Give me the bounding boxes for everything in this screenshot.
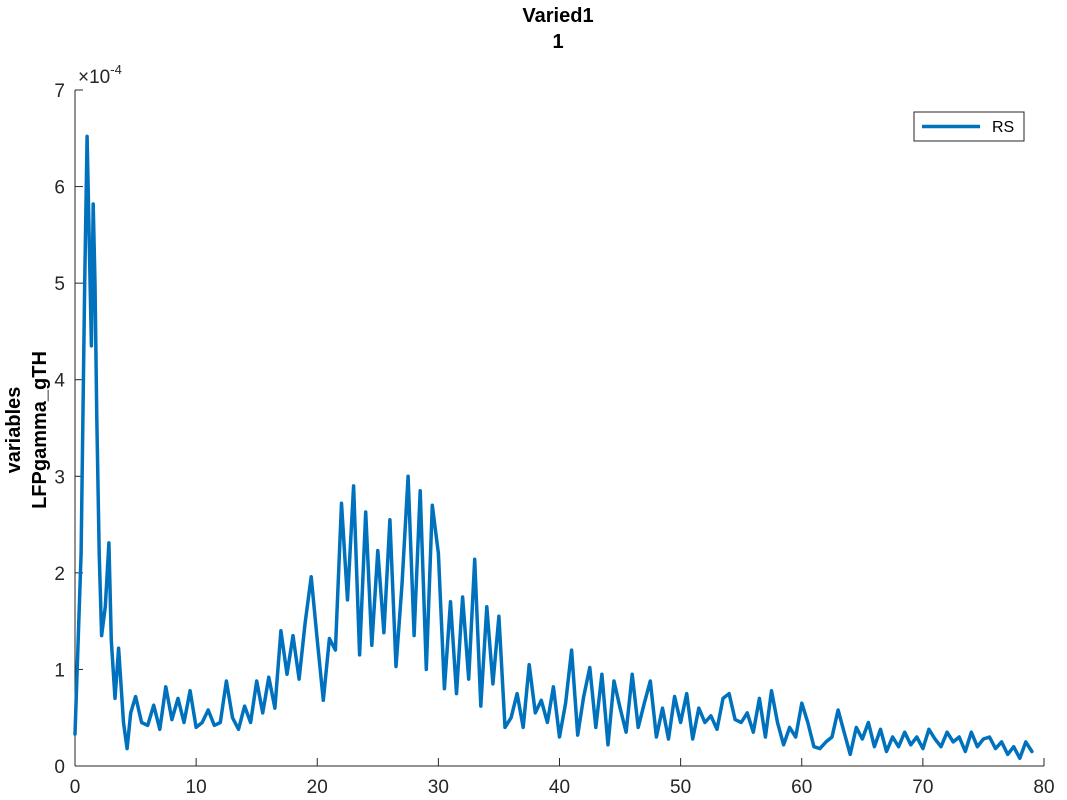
x-tick-label: 30 <box>428 777 449 798</box>
y-axis-exponent-power: -4 <box>110 62 122 77</box>
x-tick-label: 20 <box>307 777 328 798</box>
y-tick-label: 2 <box>54 564 65 585</box>
x-tick-label: 80 <box>1033 777 1054 798</box>
y-axis-exponent-base: ×10 <box>78 67 110 88</box>
x-tick-label: 50 <box>670 777 691 798</box>
y-tick-label: 7 <box>54 81 65 102</box>
series-line-rs <box>73 134 1034 761</box>
x-tick-label: 10 <box>186 777 207 798</box>
chart-subtitle: 1 <box>552 31 563 53</box>
y-tick-label: 0 <box>54 757 65 778</box>
y-tick-label: 6 <box>54 178 65 199</box>
y-axis-exponent: ×10-4 <box>78 62 122 88</box>
x-tick-label: 0 <box>70 777 81 798</box>
x-tick-label: 40 <box>549 777 570 798</box>
x-tick-label: 60 <box>791 777 812 798</box>
legend-entry-label: RS <box>992 119 1014 136</box>
x-tick-label: 70 <box>912 777 933 798</box>
y-axis-label-line2: LFPgamma_gTH <box>29 351 51 509</box>
y-tick-label: 5 <box>54 274 65 295</box>
y-tick-label: 4 <box>54 371 65 392</box>
y-tick-label: 1 <box>54 660 65 681</box>
legend: RS <box>913 111 1025 142</box>
axes <box>74 90 1044 767</box>
axis-ticks: 0 10 20 30 40 50 60 70 80 0 1 2 3 4 5 6 7 <box>54 81 1054 798</box>
y-axis-label-line1: variables <box>3 387 25 474</box>
series-lines <box>73 134 1034 761</box>
chart-title: Varied1 <box>522 5 593 27</box>
y-tick-label: 3 <box>54 467 65 488</box>
